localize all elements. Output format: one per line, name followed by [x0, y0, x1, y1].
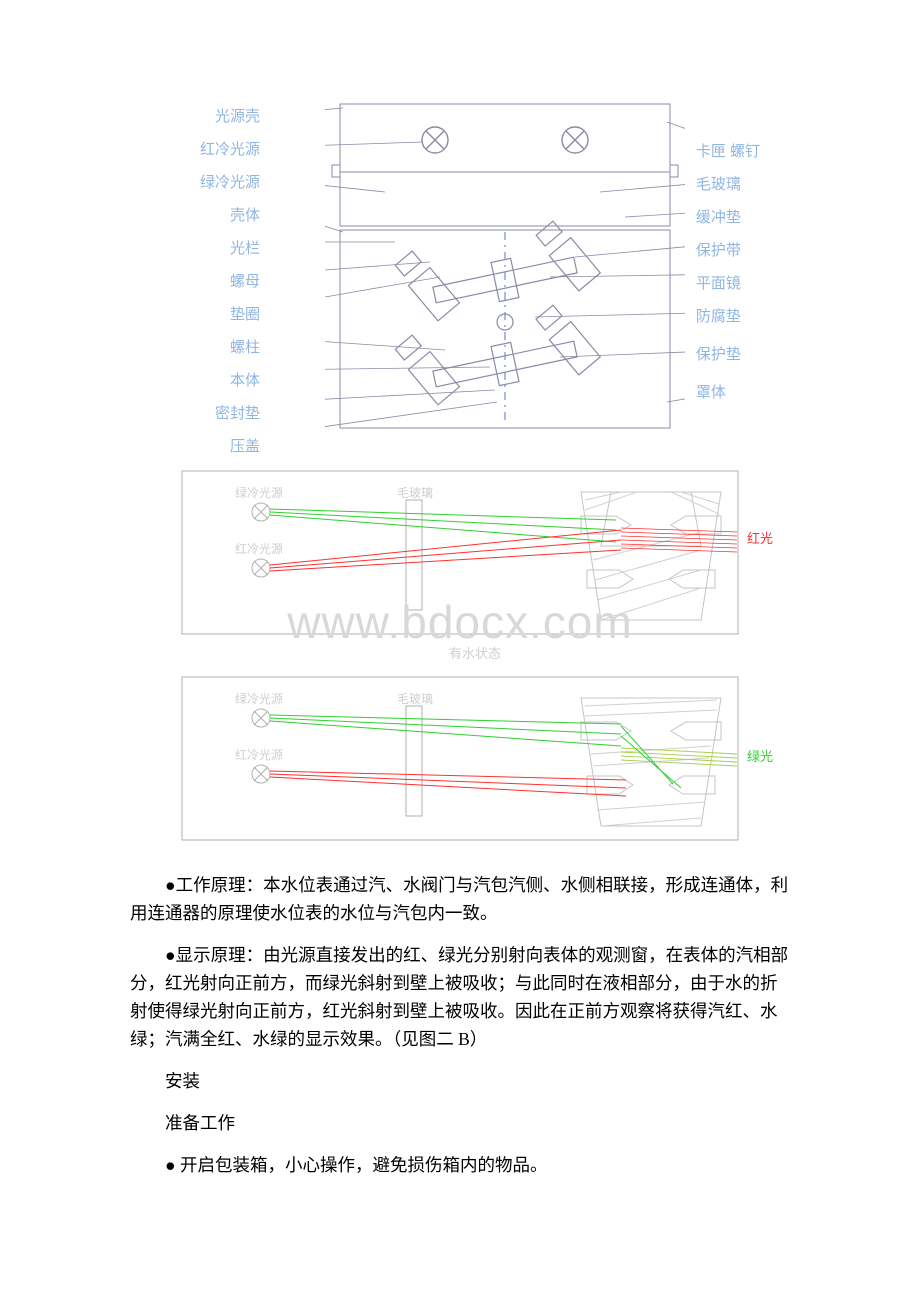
body-text: ●工作原理：本水位表通过汽、水阀门与汽包汽侧、水侧相联接，形成连通体，利用连通器…	[130, 871, 790, 1179]
label-green-source: 绿冷光源	[200, 166, 260, 199]
label-nut: 螺母	[200, 265, 260, 298]
label-shell: 壳体	[200, 199, 260, 232]
label-buffer-pad: 缓冲垫	[696, 201, 760, 234]
label-frosted-glass: 毛玻璃	[696, 168, 760, 201]
label-gasket: 密封垫	[200, 397, 260, 430]
label-plane-mirror: 平面镜	[696, 267, 760, 300]
diagram2-caption: 有水状态	[449, 643, 501, 662]
diagram1-svg	[325, 102, 685, 432]
label-cover: 压盖	[200, 430, 260, 463]
paragraph-openbox: ● 开启包装箱，小心操作，避免损伤箱内的物品。	[130, 1151, 790, 1179]
label-anti-corrosion-pad: 防腐垫	[696, 300, 760, 338]
label-light-grid: 光栏	[200, 232, 260, 265]
label-red-source: 红冷光源	[200, 133, 260, 166]
label-protective-pad: 保护垫	[696, 338, 760, 376]
label-light-housing: 光源壳	[200, 100, 260, 133]
page: 光源壳 红冷光源 绿冷光源 壳体 光栏 螺母 垫圈 螺柱 本体 密封垫 压盖 卡…	[0, 0, 920, 1253]
diagram1-right-labels: 卡匣 螺钉 毛玻璃 缓冲垫 保护带 平面镜 防腐垫 保护垫 罩体	[696, 135, 760, 409]
paragraph-working-principle: ●工作原理：本水位表通过汽、水阀门与汽包汽侧、水侧相联接，形成连通体，利用连通器…	[130, 871, 790, 927]
paragraph-prep: 准备工作	[130, 1109, 790, 1137]
diagram1-left-labels: 光源壳 红冷光源 绿冷光源 壳体 光栏 螺母 垫圈 螺柱 本体 密封垫 压盖	[200, 100, 260, 463]
label-protective-band: 保护带	[696, 234, 760, 267]
diagram-water-state: 绿冷光源 毛玻璃 红冷光源 红光	[181, 470, 769, 635]
label-cover-body: 罩体	[696, 376, 760, 409]
paragraph-display-principle: ●显示原理：由光源直接发出的红、绿光分别射向表体的观测窗，在表体的汽相部分，红光…	[130, 941, 790, 1053]
diagram-exploded-view: 光源壳 红冷光源 绿冷光源 壳体 光栏 螺母 垫圈 螺柱 本体 密封垫 压盖 卡…	[200, 100, 750, 470]
label-body: 本体	[200, 364, 260, 397]
paragraph-install: 安装	[130, 1067, 790, 1095]
diagram-steam-state: 绿冷光源 毛玻璃 红冷光源 绿光	[181, 676, 769, 841]
label-stud: 螺柱	[200, 331, 260, 364]
diagrams: 光源壳 红冷光源 绿冷光源 壳体 光栏 螺母 垫圈 螺柱 本体 密封垫 压盖 卡…	[130, 100, 790, 841]
label-cassette-screw: 卡匣 螺钉	[696, 135, 760, 168]
label-washer: 垫圈	[200, 298, 260, 331]
